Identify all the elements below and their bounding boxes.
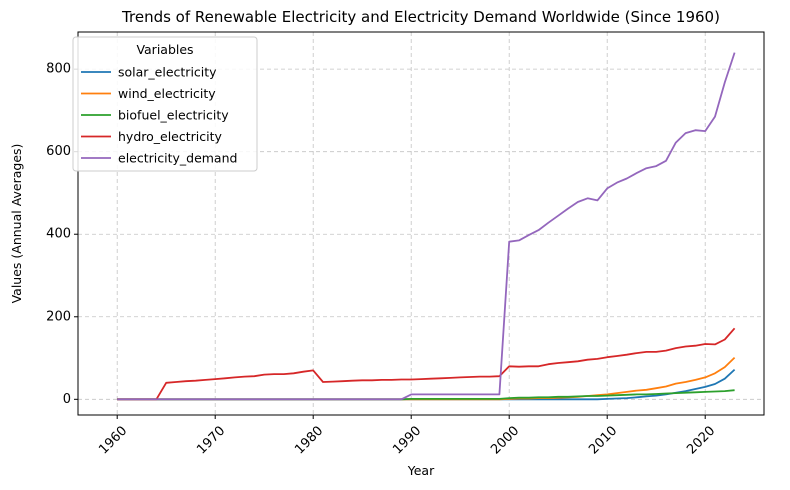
x-tick-label: 1970 bbox=[194, 423, 228, 457]
y-tick-label: 800 bbox=[46, 62, 71, 77]
series-lines bbox=[117, 52, 736, 401]
chart-title: Trends of Renewable Electricity and Elec… bbox=[121, 8, 720, 26]
series-line-electricity-demand bbox=[117, 52, 736, 401]
x-axis: 1960 1970 1980 1990 2000 2010 2020 bbox=[96, 415, 718, 457]
legend-label-biofuel-electricity: biofuel_electricity bbox=[118, 108, 229, 123]
legend: Variables solar_electricity wind_electric… bbox=[72, 36, 258, 172]
y-tick-label: 600 bbox=[46, 144, 71, 159]
plot-frame bbox=[77, 31, 765, 416]
legend-label-electricity-demand: electricity_demand bbox=[118, 151, 237, 166]
y-tick-label: 0 bbox=[63, 392, 71, 407]
legend-title: Variables bbox=[136, 42, 193, 57]
legend-label-solar-electricity: solar_electricity bbox=[118, 65, 217, 80]
y-tick-label: 200 bbox=[46, 309, 71, 324]
series-line-hydro-electricity bbox=[117, 327, 736, 401]
x-tick-label: 2000 bbox=[488, 423, 522, 457]
x-tick-label: 1990 bbox=[390, 423, 424, 457]
x-tick-label: 2020 bbox=[684, 423, 718, 457]
x-tick-label: 1980 bbox=[292, 423, 326, 457]
legend-label-hydro-electricity: hydro_electricity bbox=[118, 129, 223, 144]
x-axis-label: Year bbox=[407, 463, 435, 478]
y-axis: 0 200 400 600 800 bbox=[46, 62, 78, 407]
legend-label-wind-electricity: wind_electricity bbox=[118, 86, 216, 101]
legend-box bbox=[72, 36, 258, 172]
y-axis-label: Values (Annual Averages) bbox=[9, 144, 24, 304]
x-tick-label: 2010 bbox=[586, 423, 620, 457]
y-tick-label: 400 bbox=[46, 227, 71, 242]
x-tick-label: 1960 bbox=[96, 423, 130, 457]
